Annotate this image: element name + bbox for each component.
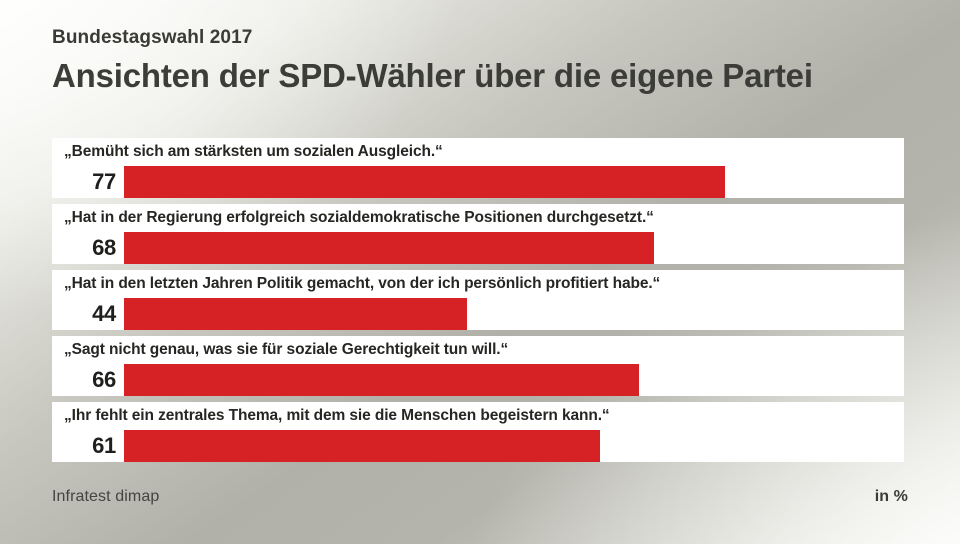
statement-label: „Hat in der Regierung erfolgreich sozial… bbox=[64, 209, 654, 226]
header: Bundestagswahl 2017 Ansichten der SPD-Wä… bbox=[52, 27, 920, 95]
chart-row: „Hat in den letzten Jahren Politik gemac… bbox=[52, 270, 904, 330]
bar-strip: 77 bbox=[52, 166, 904, 198]
bar-track bbox=[124, 364, 904, 396]
bar-value-label: 68 bbox=[92, 235, 116, 260]
bar-fill bbox=[124, 430, 600, 462]
bar-strip: 68 bbox=[52, 232, 904, 264]
statement-label: „Hat in den letzten Jahren Politik gemac… bbox=[64, 275, 661, 292]
bar-fill bbox=[124, 298, 468, 330]
statement-label-strip: „Bemüht sich am stärksten um sozialen Au… bbox=[52, 138, 904, 166]
statement-label-strip: „Hat in den letzten Jahren Politik gemac… bbox=[52, 270, 904, 298]
chart-row: „Sagt nicht genau, was sie für soziale G… bbox=[52, 336, 904, 396]
kicker-text: Bundestagswahl 2017 bbox=[52, 27, 253, 48]
statement-label-strip: „Hat in der Regierung erfolgreich sozial… bbox=[52, 204, 904, 232]
bar-fill bbox=[124, 232, 655, 264]
bar-value-label: 66 bbox=[92, 367, 116, 392]
bar-value-label: 77 bbox=[92, 169, 116, 194]
bar-track bbox=[124, 166, 904, 198]
unit-label: in % bbox=[874, 488, 908, 505]
bar-track bbox=[124, 232, 904, 264]
bar-chart: „Bemüht sich am stärksten um sozialen Au… bbox=[52, 138, 904, 462]
chart-row: „Ihr fehlt ein zentrales Thema, mit dem … bbox=[52, 402, 904, 462]
bar-strip: 66 bbox=[52, 364, 904, 396]
statement-label: „Sagt nicht genau, was sie für soziale G… bbox=[64, 341, 509, 358]
bar-track bbox=[124, 430, 904, 462]
bar-fill bbox=[124, 364, 639, 396]
chart-row: „Hat in der Regierung erfolgreich sozial… bbox=[52, 204, 904, 264]
statement-label: „Bemüht sich am stärksten um sozialen Au… bbox=[64, 143, 443, 160]
statement-label-strip: „Ihr fehlt ein zentrales Thema, mit dem … bbox=[52, 402, 904, 430]
statement-label: „Ihr fehlt ein zentrales Thema, mit dem … bbox=[64, 407, 610, 424]
chart-row: „Bemüht sich am stärksten um sozialen Au… bbox=[52, 138, 904, 198]
bar-strip: 44 bbox=[52, 298, 904, 330]
bar-track bbox=[124, 298, 904, 330]
bar-fill bbox=[124, 166, 725, 198]
page-title: Ansichten der SPD-Wähler über die eigene… bbox=[52, 56, 813, 94]
bar-value-label: 44 bbox=[92, 301, 116, 326]
bar-value-label: 61 bbox=[92, 433, 116, 458]
source-label: Infratest dimap bbox=[52, 488, 160, 505]
bar-strip: 61 bbox=[52, 430, 904, 462]
footer: Infratest dimap in % bbox=[52, 488, 908, 510]
statement-label-strip: „Sagt nicht genau, was sie für soziale G… bbox=[52, 336, 904, 364]
